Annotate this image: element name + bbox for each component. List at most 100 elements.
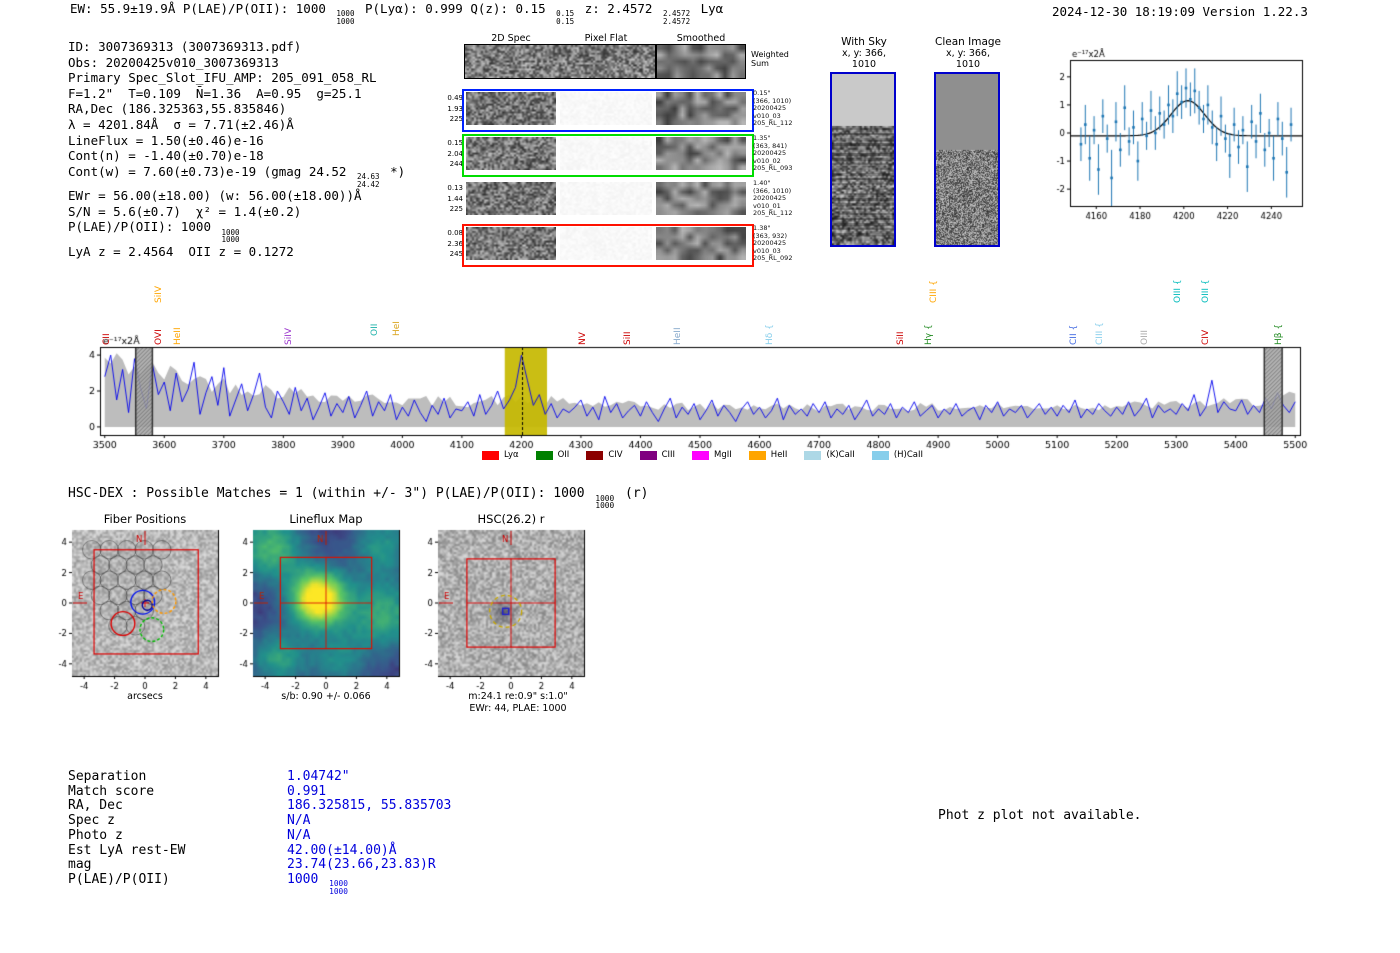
fiber-xlabel: arcsecs	[127, 691, 163, 702]
legend-label: CIV	[608, 450, 623, 460]
emission-line-label: HeII	[673, 327, 684, 345]
table-row: Photo z N/A	[68, 827, 451, 844]
row-smoothed-strip	[656, 182, 746, 215]
match-field-label: mag	[68, 857, 92, 873]
match-field-value: 42.00(±14.00)Å	[287, 842, 397, 858]
emission-line-label: OIII	[1140, 329, 1151, 345]
emission-line-label: HeII	[173, 327, 184, 345]
legend-label: HeII	[770, 450, 788, 460]
legend-item: CIII	[639, 450, 675, 460]
legend-item: OII	[535, 450, 570, 460]
legend-swatch	[748, 450, 766, 460]
row-2dspec-strip-image	[466, 227, 556, 260]
info-line: Obs: 20200425v010_3007369313	[68, 54, 279, 70]
clean-image-coords: x, y: 366, 1010	[946, 48, 990, 70]
match-field-label: RA, Dec	[68, 798, 123, 814]
spectrum-legend: Lyα OII CIV CIII MgII HeII (K)CaII (H)CaII	[482, 450, 923, 460]
legend-label: OII	[557, 450, 570, 460]
weighted-smoothed-strip	[656, 44, 746, 79]
fiber-positions-title: Fiber Positions	[103, 512, 187, 526]
row-smoothed-strip-image	[656, 137, 746, 170]
match-field-value: 1.04742"	[287, 769, 350, 784]
info-line: Cont(w) = 7.60(±0.73)e-19 (gmag 24.52 24…	[68, 163, 406, 189]
weighted-sum-label: Weighted Sum	[751, 50, 789, 68]
hsc-cutout-title: HSC(26.2) r	[477, 512, 545, 526]
legend-swatch	[639, 450, 657, 460]
photz-note: Phot z plot not available.	[938, 808, 1142, 823]
row-pixelflat-strip-image	[560, 92, 652, 125]
match-field-value: 1000 1000 1000	[287, 871, 348, 897]
lineflux-caption: s/b: 0.90 +/- 0.066	[281, 691, 371, 702]
row-2dspec-strip-image	[466, 92, 556, 125]
hsc-cutout-plot	[406, 526, 590, 696]
legend-label: MgII	[714, 450, 732, 460]
row-fiber-info-line: (363, 932)	[753, 231, 788, 240]
table-row: RA, Dec 186.325815, 55.835703	[68, 799, 451, 814]
emission-line-label: Hβ {	[1274, 323, 1285, 345]
row-scale-value: 2.04	[447, 149, 463, 158]
row-pixelflat-strip	[560, 182, 652, 215]
info-line: ID: 3007369313 (3007369313.pdf)	[68, 39, 302, 54]
row-fiber-info-line: 1.38"	[753, 224, 771, 232]
row-2dspec-strip	[466, 227, 556, 260]
row-scale-labels: 0.49 1.93 225	[438, 93, 463, 125]
match-field-label: Photo z	[68, 827, 123, 843]
row-fiber-info-line: 20200425	[753, 194, 787, 203]
emission-line-label: NV	[577, 332, 588, 345]
emission-line-label: OIII {	[1201, 279, 1212, 303]
with-sky-title: With Sky	[841, 36, 887, 48]
row-scale-value: 225	[449, 115, 463, 123]
info-line: λ = 4201.84Å σ = 7.71(±2.46)Å	[68, 116, 294, 132]
stacked-fraction: 1000 1000	[336, 9, 355, 26]
table-row: Est LyA rest-EW 42.00(±14.00)Å	[68, 842, 451, 859]
row-pixelflat-strip	[560, 227, 652, 260]
summary-line: EW: 55.9±19.9Å P(LAE)/P(OII): 1000 1000 1…	[70, 1, 724, 26]
row-scale-value: 0.08	[447, 229, 463, 237]
info-line: EWr = 56.00(±18.00) (w: 56.00(±18.00))Å	[68, 188, 362, 204]
stacked-fraction: 1000 1000	[221, 227, 240, 245]
col-header-2dspec: 2D Spec	[491, 33, 531, 44]
row-2dspec-strip-image	[466, 182, 556, 215]
emission-line-label: HeI	[392, 321, 403, 336]
emission-line-label: Hγ {	[924, 324, 935, 345]
weighted-2dspec-strip	[464, 44, 656, 79]
line-fit-plot	[1040, 48, 1312, 226]
row-scale-value: 245	[449, 250, 463, 258]
emission-line-label: CIII {	[1094, 322, 1105, 345]
row-smoothed-strip-image	[656, 182, 746, 215]
clean-image	[936, 74, 998, 245]
row-fiber-info-line: 20200425	[753, 104, 787, 113]
legend-label: (K)CaII	[826, 450, 855, 460]
row-scale-value: 225	[449, 205, 463, 213]
stacked-fraction: 1000 1000	[329, 879, 348, 897]
legend-item: HeII	[748, 450, 788, 460]
row-pixelflat-strip-image	[560, 137, 652, 170]
timestamp-version: 2024-12-30 18:19:09 Version 1.22.3	[1052, 4, 1308, 19]
row-scale-value: 1.93	[447, 104, 463, 113]
row-fiber-info-line: 205_RL_092	[753, 254, 793, 263]
match-field-value: N/A	[287, 827, 311, 843]
weighted-2dspec-strip-image	[465, 45, 655, 78]
stacked-fraction: 0.15 0.15	[556, 9, 575, 26]
info-line: Cont(n) = -1.40(±0.70)e-18	[68, 148, 264, 164]
match-field-label: Match score	[68, 783, 155, 799]
legend-item: CIV	[586, 450, 623, 460]
legend-label: Lyα	[504, 450, 519, 460]
row-fiber-info-line: 20200425	[753, 149, 787, 158]
row-fiber-info-line: 205_RL_112	[753, 119, 793, 128]
row-fiber-info-line: (363, 841)	[753, 141, 788, 150]
emission-line-label: CIII {	[929, 280, 940, 303]
row-fiber-info-line: 1.40"	[753, 179, 771, 187]
lineflux-map-title: Lineflux Map	[289, 512, 363, 526]
match-table: Separation 1.04742" Match score 0.991 RA, De…	[68, 769, 451, 897]
emission-line-label: CII {	[1068, 324, 1079, 345]
info-line: LyA z = 2.4564 OII z = 0.1272	[68, 243, 294, 259]
row-fiber-info: 1.38" (363, 932) 20200425 v010_03 205_RL_092	[753, 224, 801, 263]
row-scale-value: 0.49	[447, 94, 463, 102]
hsc-caption-1: m:24.1 re:0.9" s:1.0"	[468, 691, 568, 702]
table-row: Separation 1.04742"	[68, 769, 451, 785]
row-fiber-info-line: v010_01	[753, 201, 781, 210]
match-field-label: P(LAE)/P(OII)	[68, 871, 170, 887]
info-line: F=1.2" T=0.109 N̄=1.36 A=0.95 g=25.1	[68, 85, 362, 101]
table-row: P(LAE)/P(OII) 1000 1000 1000	[68, 871, 451, 897]
